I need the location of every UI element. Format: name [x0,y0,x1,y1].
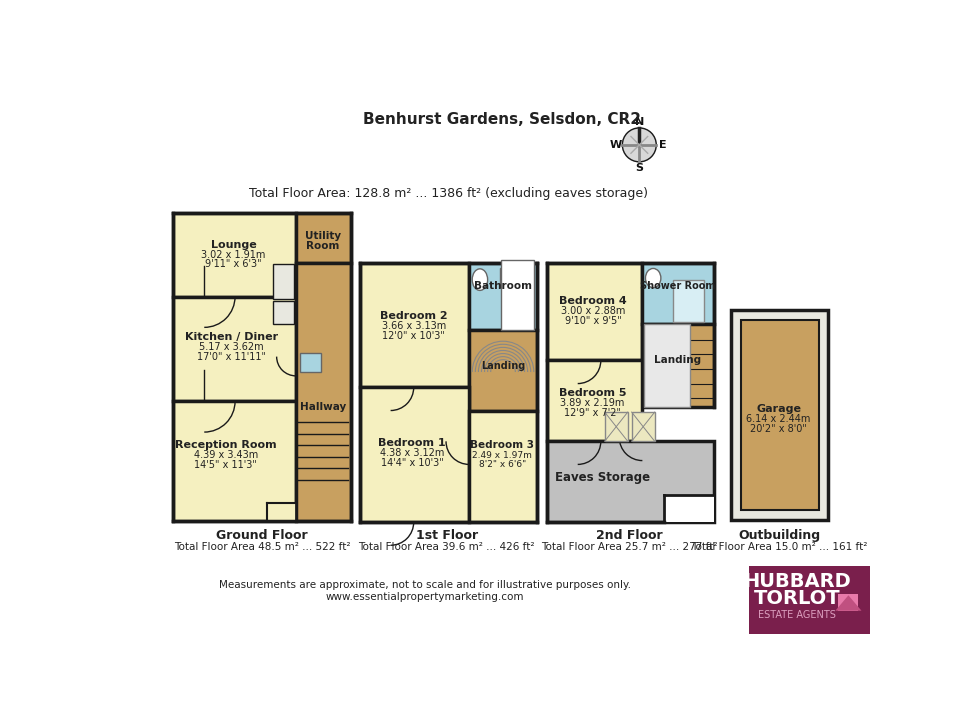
Text: N: N [635,117,644,127]
Ellipse shape [472,269,488,290]
Bar [547,441,714,522]
Text: 5.17 x 3.62m: 5.17 x 3.62m [199,343,264,352]
Bar [272,264,294,299]
Text: TORLOT: TORLOT [754,589,841,608]
Bar [469,330,537,410]
Text: 3.00 x 2.88m: 3.00 x 2.88m [561,306,625,317]
Bar [644,325,690,407]
Text: 1st Floor: 1st Floor [416,529,478,542]
Bar [500,268,515,287]
Text: Shower Room: Shower Room [640,281,715,291]
Bar [173,213,296,296]
Text: Bedroom 4: Bedroom 4 [560,296,627,306]
Bar [360,263,469,388]
Bar [605,412,628,441]
Bar [741,319,818,510]
Text: W: W [611,140,622,150]
Text: Total Floor Area: 128.8 m² ... 1386 ft² (excluding eaves storage): Total Floor Area: 128.8 m² ... 1386 ft² … [249,187,648,200]
Bar [673,280,704,322]
Text: 4.38 x 3.12m: 4.38 x 3.12m [380,448,444,458]
Text: 12'9" x 7'2": 12'9" x 7'2" [564,408,621,418]
Text: 14'5" x 11'3": 14'5" x 11'3" [194,460,258,470]
Bar [632,412,655,441]
Text: Utility: Utility [305,231,341,241]
Text: 12'0" x 10'3": 12'0" x 10'3" [382,331,445,340]
Text: HUBBARD: HUBBARD [744,572,852,591]
Text: Landing: Landing [655,356,702,365]
Text: Total Floor Area 25.7 m² ... 277 ft²: Total Floor Area 25.7 m² ... 277 ft² [541,542,717,552]
Text: 6.14 x 2.44m: 6.14 x 2.44m [747,414,810,424]
Ellipse shape [646,269,661,287]
Bar [268,503,296,521]
Bar [749,566,870,634]
Text: Garage: Garage [757,404,802,414]
Text: 3.89 x 2.19m: 3.89 x 2.19m [561,398,624,408]
Text: S: S [635,163,643,173]
Bar [173,296,296,401]
Text: www.essentialpropertymarketing.com: www.essentialpropertymarketing.com [326,592,524,602]
Text: 9'11" x 6'3": 9'11" x 6'3" [205,259,262,269]
Bar [296,263,351,521]
Text: 9'10" x 9'5": 9'10" x 9'5" [564,317,621,326]
Text: 8'2" x 6'6": 8'2" x 6'6" [478,460,526,469]
Bar [502,261,534,330]
Bar [547,361,643,441]
Text: Benhurst Gardens, Selsdon, CR2: Benhurst Gardens, Selsdon, CR2 [364,112,641,127]
Text: E: E [659,140,666,150]
Bar [272,301,294,325]
Text: Bedroom 5: Bedroom 5 [559,388,626,398]
Bar [731,311,828,520]
Polygon shape [835,595,861,611]
Bar [360,388,469,522]
Circle shape [622,128,657,162]
Text: Measurements are approximate, not to scale and for illustrative purposes only.: Measurements are approximate, not to sca… [220,580,631,590]
Bar [469,263,537,330]
Text: 2.49 x 1.97m: 2.49 x 1.97m [472,451,532,460]
Bar [643,263,714,325]
Text: ESTATE AGENTS: ESTATE AGENTS [759,610,836,619]
Bar [839,594,858,611]
Text: Lounge: Lounge [211,240,257,250]
Bar [300,353,321,372]
Text: Bathroom: Bathroom [474,281,532,291]
Bar [664,495,714,522]
Text: Total Floor Area 48.5 m² ... 522 ft²: Total Floor Area 48.5 m² ... 522 ft² [173,542,350,552]
Text: Reception Room: Reception Room [175,440,276,450]
Text: Bedroom 2: Bedroom 2 [380,311,448,321]
Text: 2nd Floor: 2nd Floor [596,529,662,542]
Text: 17'0" x 11'11": 17'0" x 11'11" [197,351,266,362]
Bar [547,263,643,361]
Bar [173,401,296,521]
Text: Hallway: Hallway [300,401,346,412]
Bar [643,325,714,407]
Bar [469,410,537,522]
Text: 4.39 x 3.43m: 4.39 x 3.43m [194,450,258,460]
Text: Bedroom 3: Bedroom 3 [470,440,534,450]
Text: 3.02 x 1.91m: 3.02 x 1.91m [201,250,266,260]
Bar [296,213,351,263]
Text: Eaves Storage: Eaves Storage [555,471,650,484]
Text: Outbuilding: Outbuilding [738,529,820,542]
Text: Total Floor Area 15.0 m² ... 161 ft²: Total Floor Area 15.0 m² ... 161 ft² [691,542,867,552]
Text: Bedroom 1: Bedroom 1 [378,438,446,448]
Text: 20'2" x 8'0": 20'2" x 8'0" [751,424,808,434]
Text: Room: Room [306,241,339,250]
Text: Landing: Landing [481,361,525,371]
Text: Ground Floor: Ground Floor [217,529,308,542]
Text: Kitchen / Diner: Kitchen / Diner [184,333,277,343]
Text: 3.66 x 3.13m: 3.66 x 3.13m [381,321,446,331]
Text: 14'4" x 10'3": 14'4" x 10'3" [381,458,444,468]
Text: Total Floor Area 39.6 m² ... 426 ft²: Total Floor Area 39.6 m² ... 426 ft² [359,542,535,552]
